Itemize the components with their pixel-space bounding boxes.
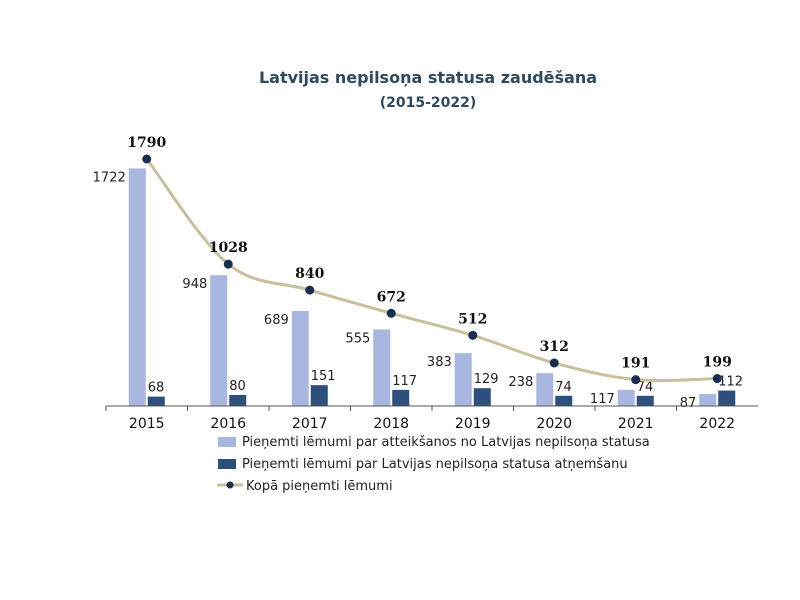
total-label: 512	[458, 311, 487, 327]
bar-label-series-1: 555	[345, 331, 370, 346]
total-label: 199	[703, 355, 732, 371]
bar-series-1	[291, 310, 309, 406]
bar-label-series-1: 87	[680, 396, 697, 411]
total-line-layer: 1790 1028 840 672 512 312 191 199	[127, 135, 732, 385]
x-tick-label: 2021	[618, 416, 654, 432]
legend-label-bar-2: Pieņemti lēmumi par Latvijas nepilsoņa s…	[242, 457, 628, 472]
total-point	[631, 375, 641, 385]
total-point	[305, 285, 315, 295]
bar-series-1	[454, 353, 472, 406]
total-point	[468, 330, 478, 340]
bar-series-2	[636, 395, 654, 406]
total-point	[712, 374, 722, 384]
bar-label-series-1: 1722	[93, 170, 126, 185]
chart-title: Latvijas nepilsoņa statusa zaudēšana	[259, 68, 597, 87]
bar-label-series-2: 112	[718, 375, 743, 390]
bar-label-series-2: 129	[474, 372, 499, 387]
total-point	[549, 358, 559, 368]
x-tick-label: 2022	[699, 416, 735, 432]
total-label: 312	[540, 339, 569, 355]
bar-label-series-2: 151	[311, 369, 336, 384]
x-tick-label: 2017	[292, 416, 328, 432]
total-point	[386, 308, 396, 318]
total-label: 191	[621, 356, 650, 372]
total-label: 1790	[127, 135, 166, 151]
bar-series-2	[392, 389, 410, 406]
bar-series-1	[373, 329, 391, 406]
legend-swatch-bar-2	[218, 459, 236, 469]
bar-series-2	[555, 395, 573, 406]
bars-layer	[128, 168, 736, 406]
legend-swatch-bar-1	[218, 437, 236, 447]
bar-label-series-1: 238	[508, 375, 533, 390]
bar-label-series-1: 948	[182, 277, 207, 292]
total-label: 840	[295, 266, 324, 282]
bar-label-series-2: 74	[637, 380, 654, 395]
x-tick-label: 2016	[210, 416, 246, 432]
bar-series-2	[147, 396, 165, 406]
total-point	[142, 154, 152, 164]
bar-series-1	[128, 168, 146, 406]
total-label: 672	[377, 289, 406, 305]
bar-series-2	[229, 394, 247, 406]
bar-series-1	[210, 275, 228, 406]
total-line	[145, 158, 718, 383]
bar-series-2	[310, 385, 328, 406]
x-tick-label: 2018	[373, 416, 409, 432]
x-axis-ticks: 2015 2016 2017 2018 2019 2020 2021 2022	[105, 406, 735, 432]
bar-series-2	[473, 388, 491, 406]
legend-label-bar-1: Pieņemti lēmumi par atteikšanos no Latvi…	[242, 435, 650, 450]
x-tick-label: 2020	[536, 416, 572, 432]
total-point	[223, 259, 233, 269]
x-tick-label: 2015	[129, 416, 165, 432]
legend-label-line: Kopā pieņemti lēmumi	[246, 479, 393, 494]
bar-series-2	[718, 390, 736, 406]
bar-series-1	[617, 389, 635, 406]
bar-series-1	[699, 393, 717, 406]
chart-subtitle: (2015-2022)	[380, 95, 477, 111]
bar-series-1	[536, 373, 554, 406]
bar-label-series-2: 117	[392, 374, 417, 389]
legend: Pieņemti lēmumi par atteikšanos no Latvi…	[217, 435, 650, 494]
bar-label-series-1: 383	[427, 355, 452, 370]
bar-label-series-1: 117	[590, 392, 615, 407]
legend-swatch-marker	[226, 481, 234, 489]
bar-label-series-2: 68	[148, 381, 165, 396]
x-tick-label: 2019	[455, 416, 491, 432]
bar-label-series-2: 74	[555, 380, 572, 395]
bar-label-series-1: 689	[264, 313, 289, 328]
bar-label-series-2: 80	[229, 379, 246, 394]
bar-labels-layer: 1722 68 948 80 689 151 555 117 383 129 238 74 117 74 8…	[93, 170, 743, 411]
total-label: 1028	[209, 240, 248, 256]
